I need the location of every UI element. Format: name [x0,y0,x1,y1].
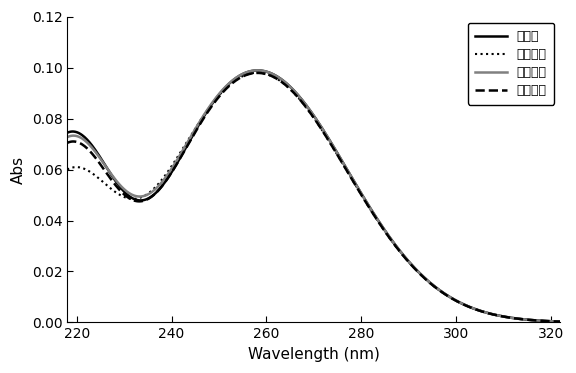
小鼠肝脏 [355,188,362,193]
小鼠腦 [557,319,564,324]
Legend: 小鼠腦, 小鼠肝脏, 小鼠腎脏, 小鼠精巢: 小鼠腦, 小鼠肝脏, 小鼠腎脏, 小鼠精巢 [468,23,554,105]
小鼠肝脏 [288,88,295,93]
小鼠腎脏 [254,68,261,73]
小鼠腦 [64,131,71,135]
小鼠腦 [191,131,198,135]
Line: 小鼠腦: 小鼠腦 [67,70,560,322]
Y-axis label: Abs: Abs [11,156,26,184]
小鼠精巢 [436,288,443,292]
小鼠腎脏 [288,85,295,90]
小鼠腎脏 [64,135,71,140]
小鼠肝脏 [436,288,443,292]
小鼠精巢 [355,188,362,193]
小鼠腦 [355,187,362,191]
小鼠肝脏 [64,167,71,172]
小鼠腎脏 [394,245,401,250]
小鼠精巢 [254,71,261,75]
小鼠精巢 [288,88,295,93]
小鼠腎脏 [191,129,198,133]
小鼠腦 [394,245,401,250]
小鼠腦 [288,85,295,90]
小鼠肝脏 [151,186,158,190]
小鼠腎脏 [557,319,564,324]
小鼠精巢 [394,246,401,251]
小鼠肝脏 [191,128,198,132]
Line: 小鼠肝脏: 小鼠肝脏 [67,73,560,322]
小鼠腦 [436,288,443,292]
小鼠腎脏 [355,187,362,191]
小鼠精巢 [557,319,564,324]
小鼠精巢 [64,141,71,145]
Line: 小鼠精巢: 小鼠精巢 [67,73,560,322]
小鼠肝脏 [254,70,261,75]
Line: 小鼠腎脏: 小鼠腎脏 [67,70,560,322]
小鼠腎脏 [436,288,443,292]
X-axis label: Wavelength (nm): Wavelength (nm) [248,347,380,362]
小鼠腎脏 [151,188,158,192]
小鼠精巢 [151,192,158,197]
小鼠腦 [151,192,158,196]
小鼠肝脏 [394,246,401,251]
小鼠肝脏 [557,319,564,324]
小鼠精巢 [191,132,198,137]
小鼠腦 [254,68,261,73]
